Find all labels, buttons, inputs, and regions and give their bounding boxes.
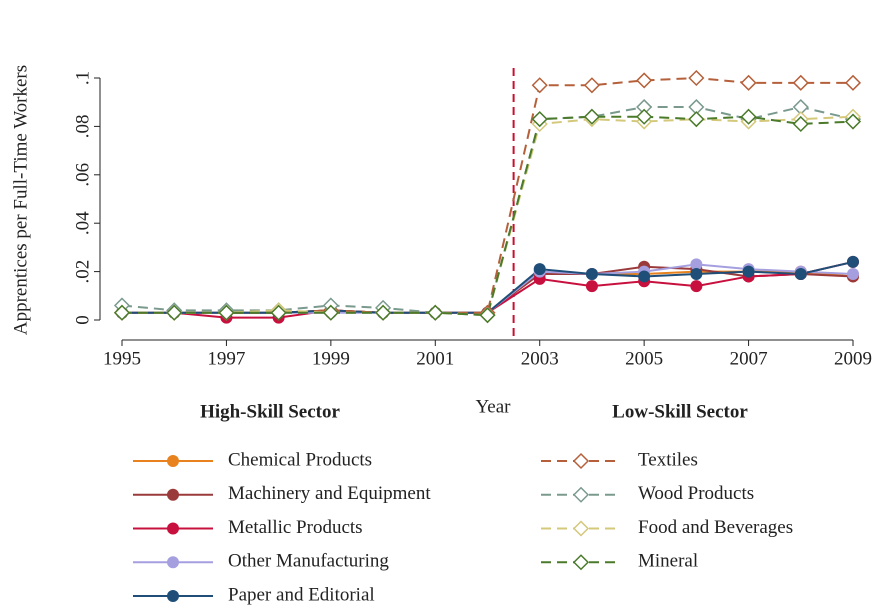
marker <box>375 304 392 321</box>
series-line <box>121 106 854 317</box>
x-tick-label: 2003 <box>521 348 559 369</box>
legend-marker <box>167 455 179 467</box>
x-tick-label: 2007 <box>730 348 768 369</box>
marker <box>690 268 703 281</box>
series-line <box>122 115 854 317</box>
x-tick-label: 2005 <box>625 348 663 369</box>
y-tick-label: 0 <box>72 315 93 325</box>
legend-label: Textiles <box>638 449 698 470</box>
marker <box>847 255 859 268</box>
x-tick-label: 1995 <box>103 348 141 369</box>
marker <box>794 268 807 281</box>
legend-label: Paper and Editorial <box>228 584 375 605</box>
legend-label: Metallic Products <box>228 517 363 538</box>
marker <box>531 77 548 94</box>
series-line <box>122 115 854 317</box>
y-tick-label: .06 <box>72 163 93 187</box>
legend-marker <box>572 520 590 537</box>
legend-marker <box>572 486 590 503</box>
x-tick-label: 1999 <box>312 348 350 369</box>
marker <box>636 72 653 89</box>
marker <box>113 304 131 321</box>
legend-marker <box>167 522 179 535</box>
marker <box>690 280 703 293</box>
marker <box>638 270 651 283</box>
marker <box>322 304 339 321</box>
y-axis-label: Apprentices per Full-Time Workers <box>10 65 31 335</box>
marker <box>690 258 703 271</box>
marker <box>688 69 705 87</box>
legend-marker <box>167 488 179 501</box>
marker <box>740 108 757 125</box>
x-axis-label: Year <box>475 396 511 417</box>
marker <box>531 111 548 128</box>
marker <box>270 304 287 321</box>
marker <box>583 77 600 94</box>
marker <box>844 74 862 91</box>
x-tick-label: 2001 <box>416 348 454 369</box>
x-tick-label: 1997 <box>207 348 245 369</box>
marker <box>427 304 444 321</box>
marker <box>847 268 859 281</box>
y-tick-label: .02 <box>72 260 93 284</box>
legend-label: Mineral <box>638 551 698 572</box>
legend-label: Food and Beverages <box>638 517 793 538</box>
marker <box>218 304 235 321</box>
marker <box>583 108 600 125</box>
legend-label: Other Manufacturing <box>228 551 389 572</box>
marker <box>585 268 598 281</box>
marker <box>533 263 546 276</box>
legend-marker <box>572 452 590 470</box>
marker <box>792 74 809 91</box>
legend-marker <box>167 556 179 569</box>
marker <box>166 304 183 321</box>
marker <box>688 111 705 128</box>
y-tick-label: .08 <box>72 115 93 139</box>
legend-marker <box>167 590 179 602</box>
marker <box>479 307 496 324</box>
marker <box>585 280 598 293</box>
legend-label: Chemical Products <box>228 449 372 470</box>
y-tick-label: .04 <box>72 211 93 235</box>
y-tick-label: .1 <box>72 71 93 85</box>
legend-marker <box>572 554 590 571</box>
marker <box>792 115 809 133</box>
legend-title: High-Skill Sector <box>200 401 340 422</box>
marker <box>742 265 755 278</box>
marker <box>740 74 757 91</box>
legend-title: Low-Skill Sector <box>612 401 748 422</box>
x-tick-label: 2009 <box>834 348 872 369</box>
marker <box>636 108 653 125</box>
marker <box>844 113 862 130</box>
legend-label: Machinery and Equipment <box>228 483 431 504</box>
legend-label: Wood Products <box>638 483 754 504</box>
